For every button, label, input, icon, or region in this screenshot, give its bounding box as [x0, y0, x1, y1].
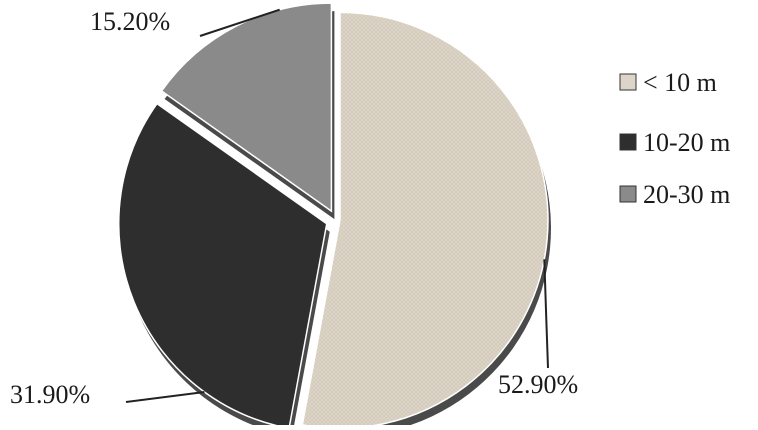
slice-layer: [118, 2, 549, 430]
leader-line-20-30m: [199, 8, 280, 37]
legend-label-20-30m: 20-30 m: [643, 180, 730, 209]
legend-item-10-20m: 10-20 m: [619, 128, 730, 157]
slice-20-30m: [160, 2, 333, 213]
legend-label-10-20m: 10-20 m: [643, 128, 730, 157]
legend-item-lt-10m: < 10 m: [619, 68, 717, 97]
slice-10-20m: [118, 102, 328, 430]
data-label-15-20: 15.20%: [90, 7, 170, 36]
leader-line-10-20m: [125, 391, 205, 403]
leader-line-layer: [125, 8, 549, 403]
slice-lt-10m: [301, 11, 549, 430]
data-label-31-90: 31.90%: [10, 380, 90, 409]
leader-line-lt-10m: [543, 259, 549, 369]
data-label-layer: 52.90% 31.90% 15.20%: [10, 7, 578, 409]
legend-item-20-30m: 20-30 m: [619, 180, 730, 209]
legend-swatch-20-30m: [619, 185, 637, 203]
legend-swatch-lt-10m: [619, 73, 637, 91]
legend-label-lt-10m: < 10 m: [643, 68, 717, 97]
data-label-52-90: 52.90%: [498, 370, 578, 399]
legend: < 10 m 10-20 m 20-30 m: [619, 68, 730, 209]
legend-swatch-10-20m: [619, 133, 637, 151]
